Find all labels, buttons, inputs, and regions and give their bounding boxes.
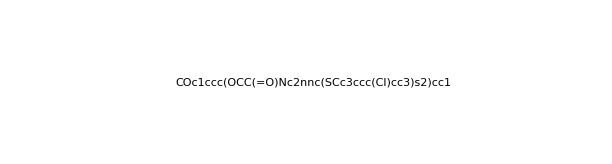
Text: COc1ccc(OCC(=O)Nc2nnc(SCc3ccc(Cl)cc3)s2)cc1: COc1ccc(OCC(=O)Nc2nnc(SCc3ccc(Cl)cc3)s2)… (176, 78, 452, 88)
